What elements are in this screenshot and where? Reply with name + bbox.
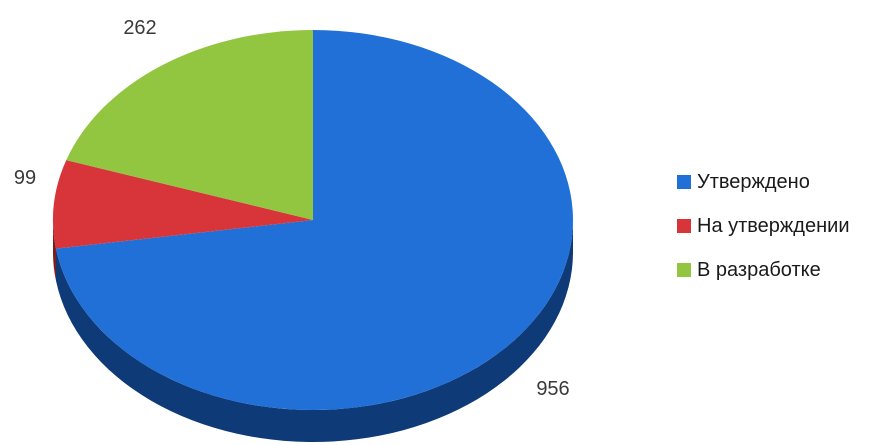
pie-side-approved bbox=[55, 220, 574, 443]
chart-legend: Утверждено На утверждении В разработке bbox=[677, 160, 887, 292]
pie-side-layer bbox=[53, 220, 574, 443]
legend-item-in-development: В разработке bbox=[677, 248, 887, 292]
pie-slice-approved bbox=[55, 30, 574, 410]
data-label-approved: 956 bbox=[536, 378, 569, 400]
pie-labels-layer: 956 99 262 bbox=[14, 17, 570, 400]
legend-swatch-under-approval bbox=[677, 219, 691, 233]
pie-slice-in-development bbox=[66, 30, 313, 220]
legend-label-under-approval: На утверждении bbox=[697, 214, 850, 237]
pie-slice-under-approval bbox=[52, 160, 314, 249]
data-label-in-development: 262 bbox=[123, 17, 156, 39]
legend-label-in-development: В разработке bbox=[697, 258, 821, 281]
legend-item-under-approval: На утверждении bbox=[677, 204, 887, 248]
legend-label-approved: Утверждено bbox=[697, 170, 810, 193]
legend-swatch-in-development bbox=[677, 263, 691, 277]
pie-top-layer bbox=[52, 30, 574, 410]
legend-swatch-approved bbox=[677, 175, 691, 189]
legend-item-approved: Утверждено bbox=[677, 160, 887, 204]
pie-side-under-approval bbox=[53, 220, 56, 281]
data-label-under-approval: 99 bbox=[14, 167, 36, 189]
